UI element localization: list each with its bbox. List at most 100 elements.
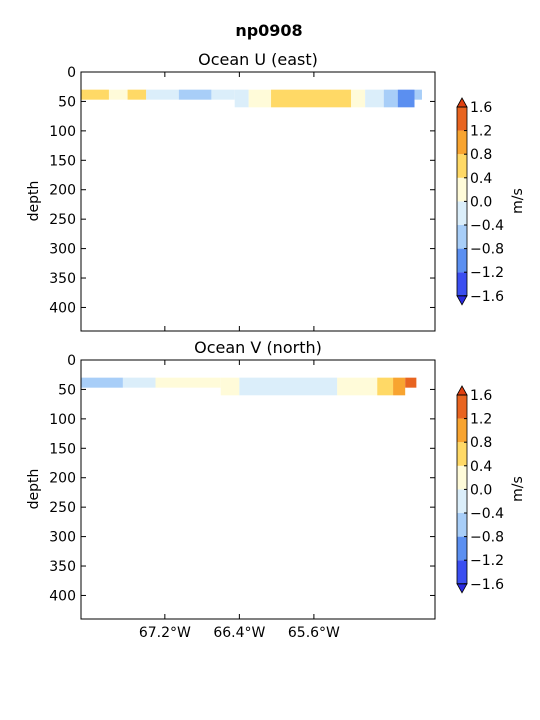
y-tick-label: 50 — [58, 382, 76, 398]
y-axis-label: depth — [26, 469, 42, 510]
colorbar-segment — [457, 465, 467, 490]
plot-frame — [80, 71, 436, 332]
y-tick-label: 300 — [49, 242, 76, 258]
colorbar: 1.6 1.2 0.8 0.4 0.0 −0.4 −0.8 −1.2 −1.6 — [456, 97, 504, 306]
data-cell — [108, 89, 128, 100]
y-tick-label: 400 — [49, 588, 76, 604]
colorbar-tick-label: −1.2 — [470, 553, 504, 569]
data-cell — [248, 89, 272, 108]
data-cell — [239, 377, 338, 396]
colorbar-segment — [457, 272, 467, 296]
data-cell — [178, 89, 212, 100]
x-tick-label: 66.4°W — [213, 625, 265, 641]
colorbar-tick-label: −0.8 — [470, 530, 504, 546]
x-ticks: 67.2°W 66.4°W 65.6°W — [139, 360, 340, 641]
y-axis-label: depth — [26, 181, 42, 222]
panel-title: Ocean U (east) — [198, 50, 318, 69]
data-cell — [146, 89, 179, 100]
colorbar-tick-label: −0.8 — [470, 242, 504, 258]
data-cells — [81, 377, 417, 396]
colorbar-segment — [457, 560, 467, 584]
y-tick-label: 300 — [49, 530, 76, 546]
colorbar-segment — [457, 248, 467, 273]
colorbar-extend-min — [456, 583, 468, 594]
colorbar-segment — [457, 201, 467, 225]
y-tick-label: 250 — [49, 500, 76, 516]
plot-frame — [80, 359, 436, 620]
y-tick-label: 150 — [49, 441, 76, 457]
colorbar-segment — [457, 177, 467, 202]
colorbar-extend-min — [456, 295, 468, 306]
data-cell — [414, 89, 422, 100]
panel-ocean-v: Ocean V (north) 0 50 100 150 200 250 300 350 400… — [26, 338, 526, 641]
colorbar-tick-label: 0.4 — [470, 171, 492, 187]
panel-ocean-u: Ocean U (east) 050100150200250300350400 … — [26, 50, 526, 332]
colorbar: 1.6 1.2 0.8 0.4 0.0 −0.4 −0.8 −1.2 −1.6 — [456, 385, 504, 594]
colorbar-segment — [457, 418, 467, 443]
colorbar-segment — [457, 154, 467, 178]
data-cell — [81, 377, 123, 388]
colorbar-tick-label: −1.6 — [470, 577, 504, 593]
data-cell — [397, 89, 415, 108]
y-tick-label: 150 — [49, 153, 76, 169]
y-tick-label: 0 — [67, 65, 76, 81]
colorbar-tick-label: 0.8 — [470, 435, 492, 451]
data-cell — [271, 89, 352, 108]
colorbar-segment — [457, 513, 467, 537]
colorbar-extend-max — [456, 97, 468, 108]
colorbar-tick-label: 0.4 — [470, 459, 492, 475]
y-tick-label: 200 — [49, 183, 76, 199]
data-cell — [383, 89, 398, 108]
data-cell — [365, 89, 384, 108]
data-cell — [127, 89, 147, 100]
y-tick-label: 400 — [49, 300, 76, 316]
y-tick-label: 200 — [49, 471, 76, 487]
y-tick-label: 0 — [67, 353, 76, 369]
y-tick-label: 250 — [49, 212, 76, 228]
y-tick-label: 50 — [58, 94, 76, 110]
colorbar-tick-label: −1.6 — [470, 289, 504, 305]
y-ticks: 0 50 100 150 200 250 300 350 400 — [49, 65, 435, 316]
colorbar-extend-max — [456, 385, 468, 396]
data-cell — [405, 377, 417, 388]
data-cell — [155, 377, 221, 388]
data-cell — [220, 377, 240, 396]
colorbar-segment — [457, 130, 467, 155]
data-cell — [337, 377, 378, 396]
colorbar-tick-label: 1.6 — [470, 388, 492, 404]
colorbar-segment — [457, 442, 467, 466]
colorbar-segment — [457, 489, 467, 513]
y-tick-label: 100 — [49, 412, 76, 428]
colorbar-tick-label: 1.6 — [470, 100, 492, 116]
data-cell — [351, 89, 366, 108]
colorbar-tick-label: −0.4 — [470, 506, 504, 522]
y-ticks: 0 50 100 150 200 250 300 350 400 — [49, 353, 435, 604]
colorbar-segment — [457, 395, 467, 419]
colorbar-tick-label: −1.2 — [470, 265, 504, 281]
colorbar-segment — [457, 225, 467, 249]
y-tick-label: 100 — [49, 124, 76, 140]
colorbar-tick-label: 0.0 — [470, 194, 492, 210]
colorbar-segment — [457, 536, 467, 561]
data-cell — [234, 89, 249, 108]
data-cell — [393, 377, 406, 396]
colorbar-tick-label: 0.0 — [470, 482, 492, 498]
colorbar-tick-label: −0.4 — [470, 218, 504, 234]
colorbar-tick-label: 1.2 — [470, 412, 492, 428]
x-tick-label: 67.2°W — [139, 625, 191, 641]
y-tick-label: 350 — [49, 559, 76, 575]
x-tick-label: 65.6°W — [288, 625, 340, 641]
data-cell — [377, 377, 394, 396]
data-cells — [81, 89, 422, 108]
figure-title: np0908 — [235, 21, 302, 40]
panel-title: Ocean V (north) — [194, 338, 322, 357]
colorbar-label: m/s — [510, 188, 526, 214]
data-cell — [122, 377, 156, 388]
data-cell — [81, 89, 109, 100]
colorbar-segment — [457, 107, 467, 131]
colorbar-label: m/s — [510, 476, 526, 502]
colorbar-tick-label: 1.2 — [470, 124, 492, 140]
data-cell — [211, 89, 235, 100]
y-tick-label: 350 — [49, 271, 76, 287]
